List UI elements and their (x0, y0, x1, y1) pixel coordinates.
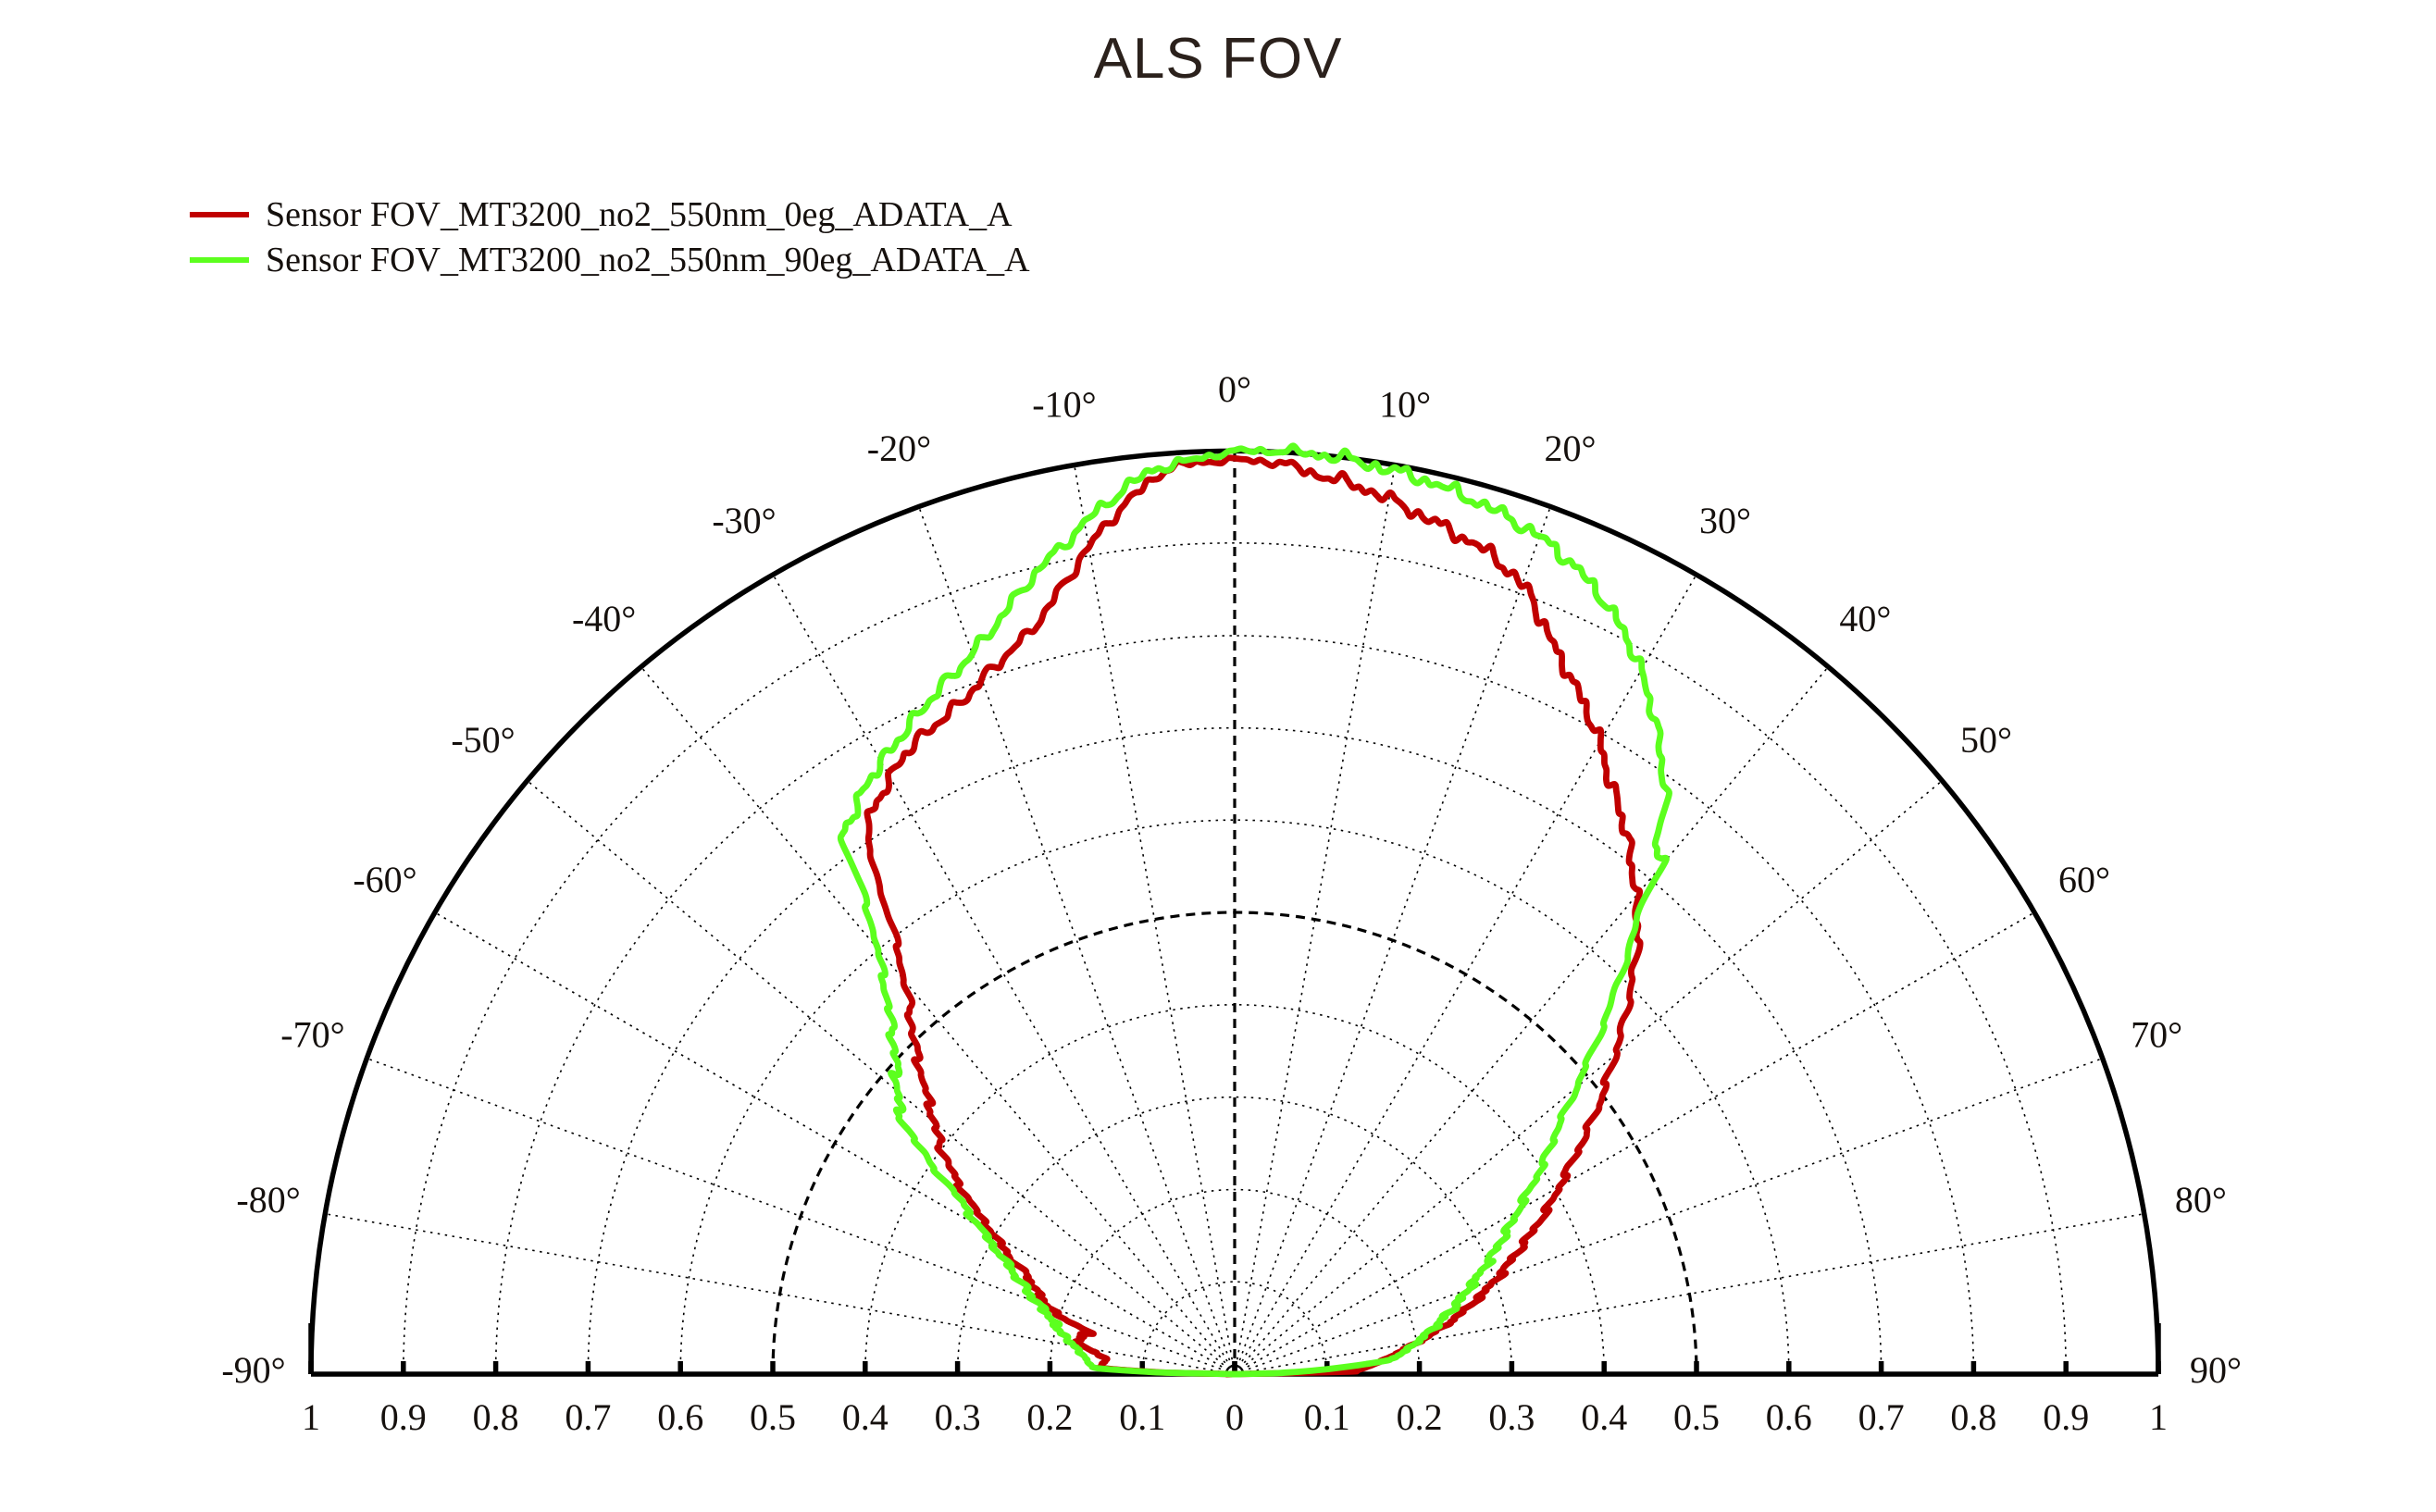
svg-text:0.5: 0.5 (750, 1396, 796, 1438)
svg-text:1: 1 (302, 1396, 320, 1438)
svg-text:-90°: -90° (221, 1349, 285, 1391)
svg-text:0.3: 0.3 (935, 1396, 981, 1438)
svg-text:0.1: 0.1 (1304, 1396, 1350, 1438)
svg-text:80°: 80° (2175, 1179, 2227, 1221)
svg-text:0.8: 0.8 (473, 1396, 519, 1438)
svg-text:40°: 40° (1839, 598, 1891, 639)
svg-text:-60°: -60° (353, 859, 416, 900)
svg-text:70°: 70° (2131, 1014, 2182, 1056)
svg-text:-10°: -10° (1032, 383, 1096, 425)
svg-text:0.1: 0.1 (1119, 1396, 1165, 1438)
svg-text:30°: 30° (1699, 500, 1751, 541)
svg-text:0.6: 0.6 (657, 1396, 703, 1438)
svg-text:-80°: -80° (236, 1179, 300, 1221)
svg-text:0.7: 0.7 (1858, 1396, 1905, 1438)
svg-text:50°: 50° (1960, 719, 2012, 761)
svg-text:60°: 60° (2058, 859, 2110, 900)
svg-text:0.4: 0.4 (842, 1396, 889, 1438)
svg-text:0.4: 0.4 (1581, 1396, 1627, 1438)
svg-text:0.9: 0.9 (380, 1396, 427, 1438)
svg-text:-70°: -70° (280, 1014, 344, 1056)
svg-text:-20°: -20° (867, 428, 931, 469)
svg-text:0.6: 0.6 (1766, 1396, 1812, 1438)
svg-text:0.3: 0.3 (1488, 1396, 1535, 1438)
svg-text:20°: 20° (1545, 428, 1597, 469)
svg-text:10°: 10° (1379, 383, 1431, 425)
svg-text:0.9: 0.9 (2043, 1396, 2089, 1438)
svg-text:0.2: 0.2 (1397, 1396, 1443, 1438)
svg-text:-40°: -40° (572, 598, 636, 639)
svg-text:90°: 90° (2190, 1349, 2242, 1391)
svg-text:-30°: -30° (712, 500, 776, 541)
svg-text:0.7: 0.7 (565, 1396, 611, 1438)
svg-text:0: 0 (1225, 1396, 1244, 1438)
svg-text:0°: 0° (1218, 368, 1251, 410)
svg-text:0.5: 0.5 (1673, 1396, 1720, 1438)
svg-text:1: 1 (2149, 1396, 2168, 1438)
svg-text:0.2: 0.2 (1026, 1396, 1073, 1438)
svg-text:-50°: -50° (451, 719, 515, 761)
svg-text:0.8: 0.8 (1950, 1396, 1996, 1438)
